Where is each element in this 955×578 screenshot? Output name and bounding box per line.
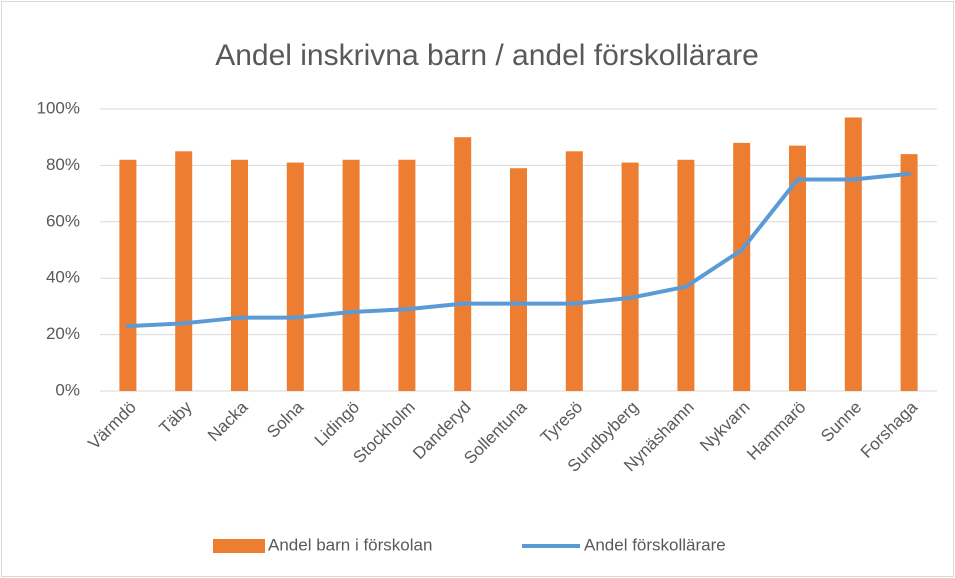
bar — [900, 154, 918, 391]
bar — [733, 142, 751, 391]
bar — [510, 168, 527, 391]
legend-swatch — [213, 539, 265, 553]
line — [125, 171, 912, 329]
bar — [454, 137, 472, 391]
bar — [677, 159, 695, 391]
legend-label: Andel barn i förskolan — [268, 535, 432, 554]
y-tick-label: 0% — [55, 380, 80, 399]
bar — [565, 151, 583, 391]
bar — [231, 159, 248, 391]
chart-title: Andel inskrivna barn / andel förskollära… — [215, 39, 759, 72]
bar — [119, 159, 137, 391]
y-tick-label: 60% — [46, 211, 80, 230]
y-tick-label: 100% — [37, 98, 80, 117]
bar — [175, 151, 193, 391]
y-tick-label: 20% — [46, 324, 80, 343]
legend-label: Andel förskollärare — [584, 535, 726, 554]
bar — [286, 162, 304, 391]
bar — [398, 159, 416, 391]
bar — [342, 159, 360, 391]
y-tick-label: 80% — [46, 155, 80, 174]
bar — [621, 162, 639, 391]
bar — [789, 145, 806, 391]
bar — [844, 117, 862, 392]
y-tick-label: 40% — [46, 268, 80, 287]
